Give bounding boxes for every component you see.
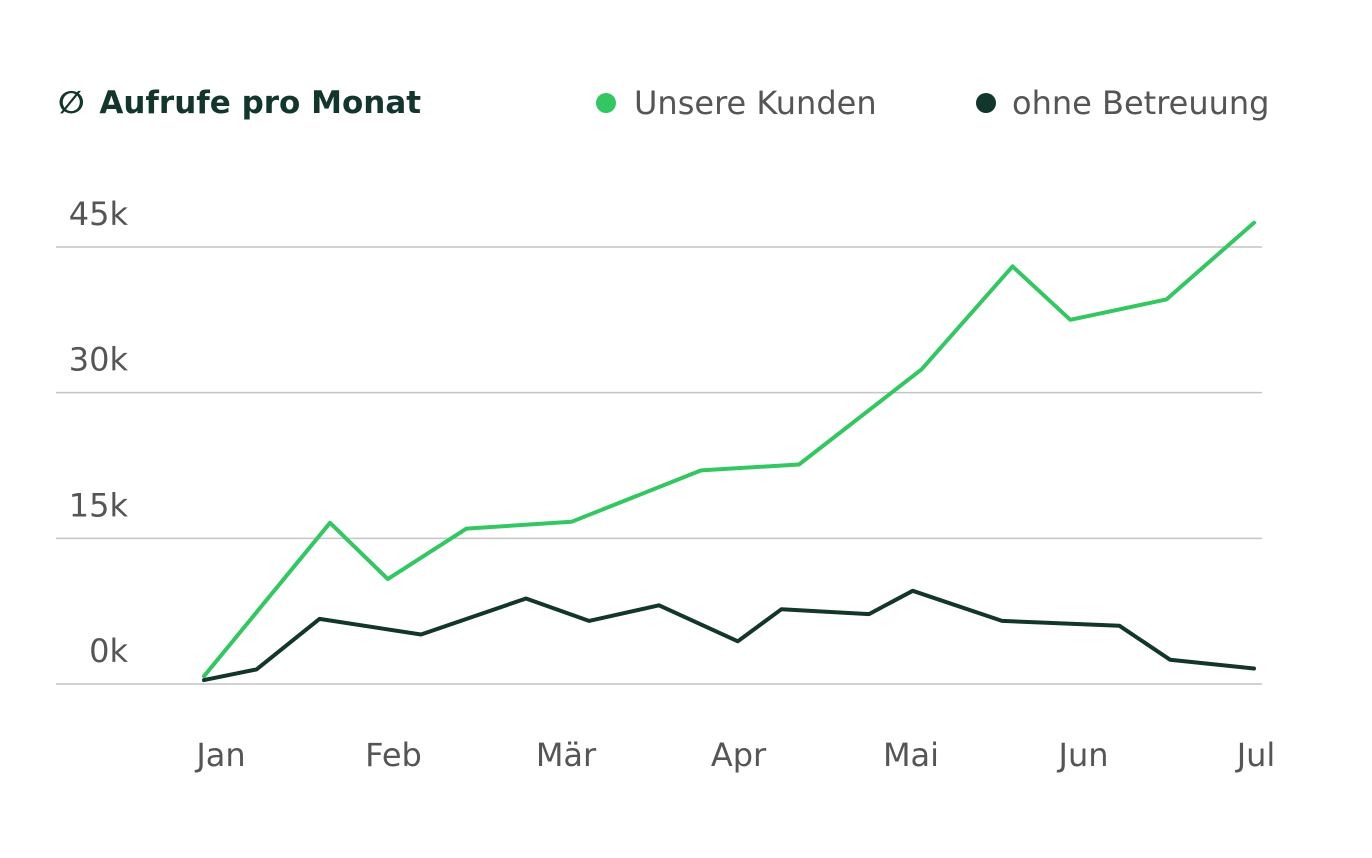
legend-label-ohne-betreuung: ohne Betreuung (1012, 84, 1269, 122)
chart-title-label: Aufrufe pro Monat (99, 85, 421, 121)
legend: Unsere Kunden ohne Betreuung (596, 84, 1269, 122)
legend-marker-unsere-kunden (596, 93, 616, 113)
y-tick-30k: 30k (69, 341, 129, 379)
series-line-unsere-kunden (202, 220, 1256, 679)
x-tick-mai: Mai (883, 736, 939, 774)
x-tick-jul: Jul (1235, 736, 1276, 774)
y-tick-0k: 0k (89, 632, 128, 670)
series-line-ohne-betreuung (202, 588, 1256, 683)
legend-item-unsere-kunden: Unsere Kunden (596, 84, 877, 122)
gridlines (56, 246, 1262, 685)
y-tick-15k: 15k (69, 486, 129, 524)
x-axis-ticks: Jan Feb Mär Apr Mai Jun Jul (194, 736, 1275, 774)
chart-title: ∅ Aufrufe pro Monat (58, 85, 421, 121)
x-tick-apr: Apr (711, 736, 767, 774)
x-tick-mar: Mär (536, 736, 597, 774)
y-axis-ticks: 0k 15k 30k 45k (69, 195, 129, 670)
x-tick-jan: Jan (194, 736, 245, 774)
legend-item-ohne-betreuung: ohne Betreuung (976, 84, 1269, 122)
x-tick-feb: Feb (365, 736, 422, 774)
legend-label-unsere-kunden: Unsere Kunden (634, 84, 877, 122)
x-tick-jun: Jun (1057, 736, 1109, 774)
legend-marker-ohne-betreuung (976, 93, 996, 113)
series-lines (202, 220, 1256, 683)
y-tick-45k: 45k (69, 195, 129, 233)
average-symbol: ∅ (58, 85, 85, 121)
